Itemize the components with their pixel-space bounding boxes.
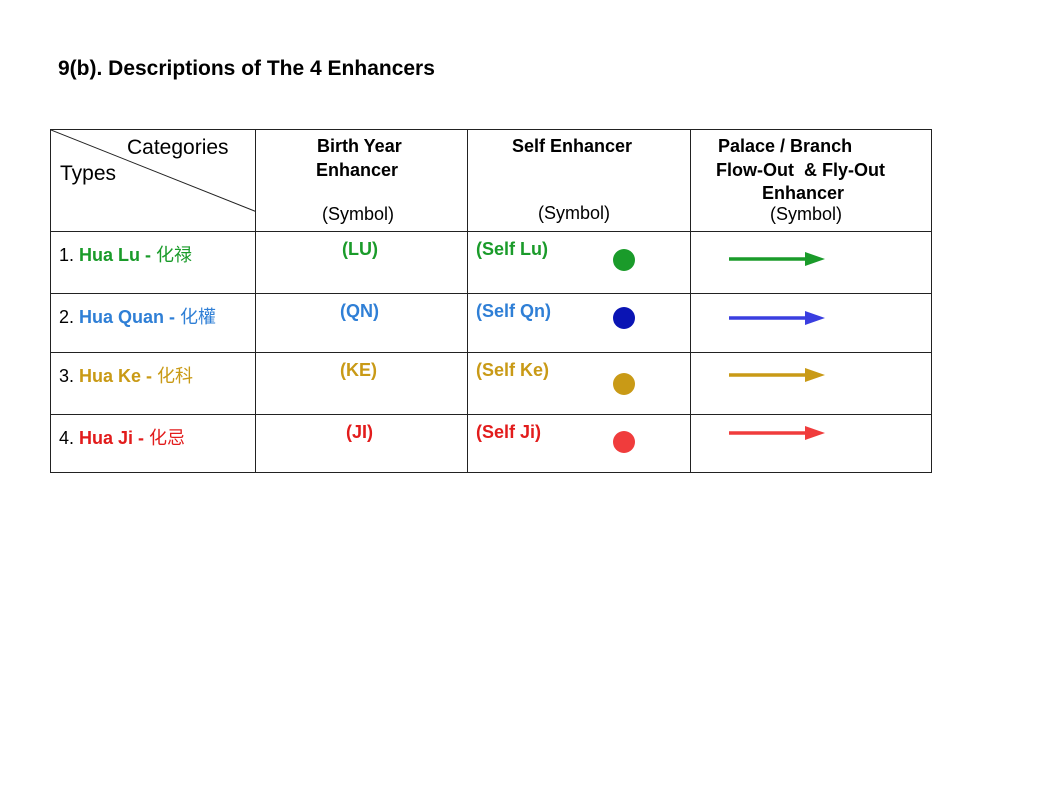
palace-cell	[690, 352, 932, 415]
self-cell: (Self Ke)	[467, 352, 691, 415]
type-number: 2.	[59, 307, 75, 327]
birth-year-cell: (QN)	[255, 293, 468, 353]
self-dot-icon	[613, 249, 635, 271]
birth-year-cell: (KE)	[255, 352, 468, 415]
self-cell: (Self Ji)	[467, 414, 691, 473]
type-cell: 3. Hua Ke - 化科	[50, 352, 256, 415]
palace-symbol-label: (Symbol)	[770, 204, 843, 224]
type-chinese: 化忌	[149, 428, 186, 448]
self-line1: Self Enhancer	[512, 136, 633, 156]
type-cell: 4. Hua Ji - 化忌	[50, 414, 256, 473]
arrow-right-icon	[729, 368, 825, 382]
corner-cell: Categories Types	[50, 129, 256, 232]
self-code: (Self Ji)	[476, 422, 542, 442]
palace-line2: Flow-Out & Fly-Out	[716, 160, 885, 180]
self-symbol-label: (Symbol)	[538, 203, 611, 223]
birth-year-symbol-label: (Symbol)	[322, 204, 395, 224]
type-chinese: 化禄	[156, 245, 193, 265]
palace-cell	[690, 293, 932, 353]
table-row: 4. Hua Ji - 化忌 (JI) (Self Ji)	[50, 414, 932, 473]
self-code: (Self Ke)	[476, 360, 550, 380]
table-row: 1. Hua Lu - 化禄 (LU) (Self Lu)	[50, 231, 932, 294]
self-dot-icon	[613, 373, 635, 395]
arrow-right-icon	[729, 252, 825, 266]
table-row: 3. Hua Ke - 化科 (KE) (Self Ke)	[50, 352, 932, 415]
page-title: 9(b). Descriptions of The 4 Enhancers	[58, 57, 435, 80]
arrow-right-icon	[729, 311, 825, 325]
type-name: Hua Ke -	[79, 366, 158, 386]
enhancers-table: Categories Types Birth Year Enhancer (Sy…	[50, 129, 932, 473]
categories-label: Categories	[127, 136, 229, 159]
diagonal-divider	[51, 130, 255, 212]
type-number: 4.	[59, 428, 75, 448]
self-cell: (Self Qn)	[467, 293, 691, 353]
self-code: (Self Lu)	[476, 239, 548, 259]
birth-year-code: (LU)	[342, 239, 378, 259]
palace-cell	[690, 231, 932, 294]
type-name: Hua Lu -	[79, 245, 157, 265]
table-row: 2. Hua Quan - 化權 (QN) (Self Qn)	[50, 293, 932, 353]
palace-cell	[690, 414, 932, 473]
birth-year-line1: Birth Year	[317, 136, 402, 156]
type-number: 1.	[59, 245, 75, 265]
birth-year-code: (KE)	[340, 360, 377, 380]
type-chinese: 化科	[157, 366, 194, 386]
birth-year-code: (QN)	[340, 301, 379, 321]
type-cell: 1. Hua Lu - 化禄	[50, 231, 256, 294]
self-dot-icon	[613, 307, 635, 329]
type-number: 3.	[59, 366, 75, 386]
self-code: (Self Qn)	[476, 301, 551, 321]
types-label: Types	[60, 162, 117, 185]
table-header-row: Categories Types Birth Year Enhancer (Sy…	[50, 129, 932, 232]
birth-year-cell: (JI)	[255, 414, 468, 473]
type-name: Hua Quan -	[79, 307, 181, 327]
type-name: Hua Ji -	[79, 428, 150, 448]
type-chinese: 化權	[180, 307, 217, 327]
birth-year-code: (JI)	[346, 422, 373, 442]
self-dot-icon	[613, 431, 635, 453]
header-birth-year: Birth Year Enhancer (Symbol)	[255, 129, 468, 232]
header-self: Self Enhancer (Symbol)	[467, 129, 691, 232]
header-palace: Palace / Branch Flow-Out & Fly-Out Enhan…	[690, 129, 932, 232]
palace-line3: Enhancer	[762, 183, 845, 203]
arrow-right-icon	[729, 426, 825, 440]
birth-year-line2: Enhancer	[316, 160, 399, 180]
type-cell: 2. Hua Quan - 化權	[50, 293, 256, 353]
palace-line1: Palace / Branch	[718, 136, 853, 156]
birth-year-cell: (LU)	[255, 231, 468, 294]
self-cell: (Self Lu)	[467, 231, 691, 294]
